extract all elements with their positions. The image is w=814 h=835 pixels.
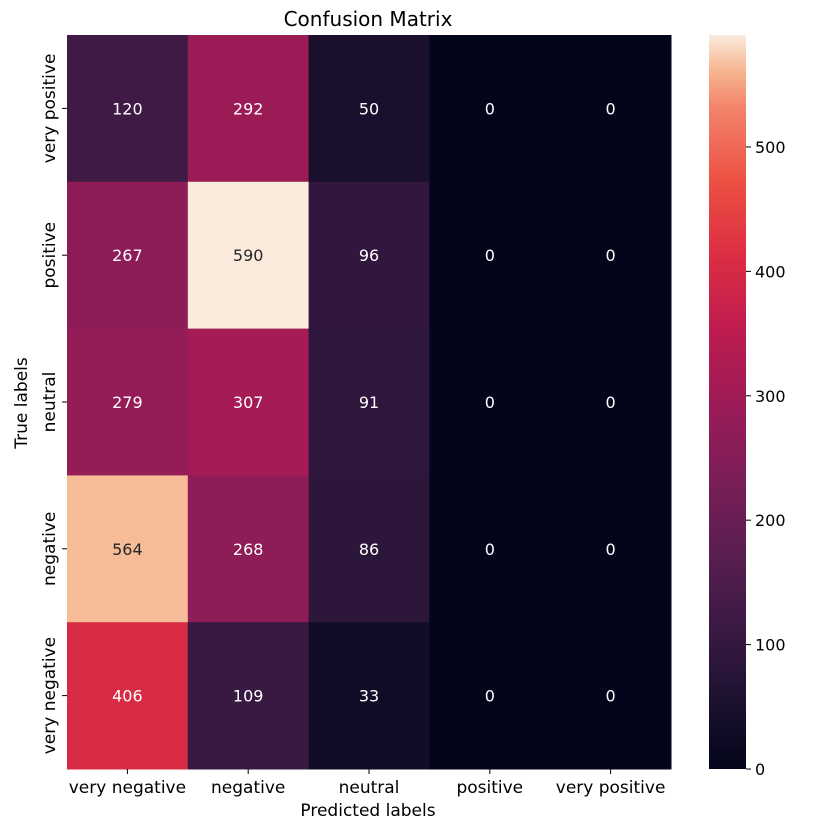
cell-value-label: 292 bbox=[233, 99, 264, 118]
cell-value-label: 50 bbox=[359, 99, 379, 118]
colorbar-tick-label: 0 bbox=[755, 760, 765, 779]
chart-title: Confusion Matrix bbox=[284, 7, 453, 31]
cell-value-label: 0 bbox=[606, 393, 616, 412]
x-tick-label: positive bbox=[456, 778, 523, 798]
heatmap-cell bbox=[550, 328, 672, 476]
heatmap-cell bbox=[67, 475, 189, 623]
cell-value-label: 406 bbox=[112, 687, 143, 706]
cell-value-label: 279 bbox=[112, 393, 143, 412]
heatmap-cell bbox=[187, 622, 310, 770]
cell-value-label: 0 bbox=[485, 246, 495, 265]
heatmap-cell bbox=[429, 35, 551, 183]
cell-value-label: 86 bbox=[359, 540, 379, 559]
y-tick-label: very positive bbox=[40, 54, 60, 164]
heatmap-cell bbox=[429, 622, 551, 770]
cell-value-label: 307 bbox=[233, 393, 264, 412]
heatmap-cell bbox=[308, 622, 430, 770]
colorbar-ticks: 0 100 200 300 400 500 bbox=[746, 138, 786, 779]
heatmap-cell-labels: 120 292 50 0 0 267 590 96 0 0 279 307 91 0 0 564 268 86 0 0… bbox=[112, 99, 616, 705]
cell-value-label: 268 bbox=[233, 540, 264, 559]
heatmap-cell bbox=[550, 622, 672, 770]
cell-value-label: 120 bbox=[112, 99, 143, 118]
heatmap-cell bbox=[67, 328, 189, 476]
colorbar-tick-label: 100 bbox=[755, 636, 786, 655]
colorbar-tick-label: 200 bbox=[755, 511, 786, 530]
x-axis-label: Predicted labels bbox=[300, 801, 435, 821]
cell-value-label: 590 bbox=[233, 246, 264, 265]
y-tick-label: neutral bbox=[40, 372, 60, 433]
cell-value-label: 0 bbox=[606, 540, 616, 559]
colorbar-tick-label: 400 bbox=[755, 262, 786, 281]
cell-value-label: 564 bbox=[112, 540, 143, 559]
colorbar bbox=[709, 35, 746, 769]
heatmap-cell bbox=[187, 328, 310, 476]
y-axis: very positive positive neutral negative very… bbox=[40, 54, 67, 754]
heatmap-cell bbox=[67, 181, 189, 330]
cell-value-label: 33 bbox=[359, 687, 379, 706]
heatmap-cell bbox=[308, 475, 430, 623]
heatmap-cell bbox=[67, 622, 189, 770]
heatmap-cell bbox=[550, 181, 672, 330]
heatmap-cells bbox=[67, 35, 672, 770]
x-tick-label: very negative bbox=[69, 778, 186, 798]
cell-value-label: 0 bbox=[485, 687, 495, 706]
cell-value-label: 0 bbox=[485, 99, 495, 118]
heatmap-cell bbox=[550, 475, 672, 623]
heatmap-cell bbox=[67, 35, 189, 183]
cell-value-label: 267 bbox=[112, 246, 143, 265]
heatmap-cell bbox=[187, 181, 310, 330]
heatmap-cell bbox=[308, 181, 430, 330]
colorbar-tick-label: 500 bbox=[755, 138, 786, 157]
colorbar-tick-label: 300 bbox=[755, 387, 786, 406]
cell-value-label: 0 bbox=[606, 246, 616, 265]
heatmap-cell bbox=[187, 35, 310, 183]
x-axis: very negative negative neutral positive very… bbox=[69, 769, 666, 798]
y-tick-label: very negative bbox=[40, 637, 60, 754]
heatmap-cell bbox=[429, 475, 551, 623]
cell-value-label: 0 bbox=[485, 540, 495, 559]
y-axis-label: True labels bbox=[12, 357, 32, 450]
y-tick-label: positive bbox=[40, 222, 60, 289]
cell-value-label: 96 bbox=[359, 246, 379, 265]
x-tick-label: negative bbox=[211, 778, 285, 798]
cell-value-label: 0 bbox=[606, 99, 616, 118]
cell-value-label: 0 bbox=[485, 393, 495, 412]
cell-value-label: 0 bbox=[606, 687, 616, 706]
cell-value-label: 91 bbox=[359, 393, 379, 412]
heatmap-cell bbox=[550, 35, 672, 183]
heatmap-cell bbox=[187, 475, 310, 623]
heatmap-cell bbox=[429, 328, 551, 476]
cell-value-label: 109 bbox=[233, 687, 264, 706]
y-tick-label: negative bbox=[40, 512, 60, 586]
x-tick-label: neutral bbox=[339, 778, 400, 798]
heatmap-cell bbox=[429, 181, 551, 330]
x-tick-label: very positive bbox=[556, 778, 666, 798]
heatmap-cell bbox=[308, 35, 430, 183]
heatmap-cell bbox=[308, 328, 430, 476]
